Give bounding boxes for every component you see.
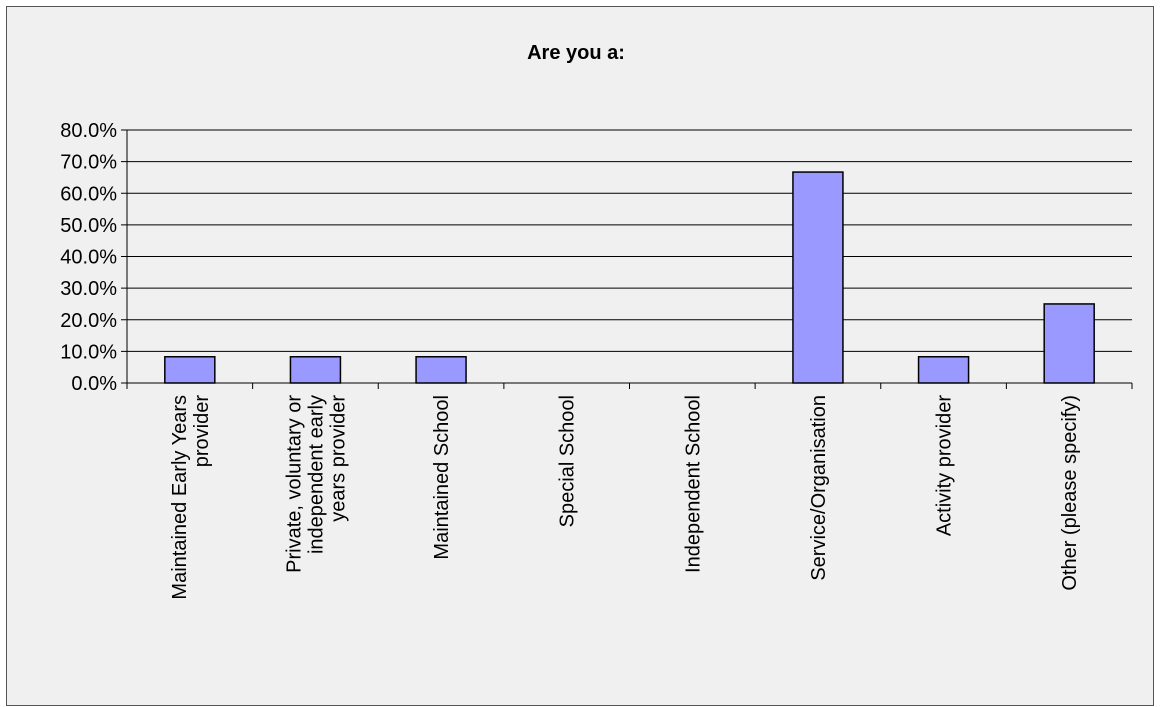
y-tick-label: 0.0% bbox=[71, 373, 117, 395]
x-tick-label: Maintained Early Years bbox=[169, 395, 191, 600]
bar bbox=[1043, 303, 1095, 384]
y-tick-label: 40.0% bbox=[60, 247, 117, 269]
y-tick-label: 10.0% bbox=[60, 341, 117, 363]
x-tick-label: Other (please specify) bbox=[1059, 395, 1081, 591]
bar-chart: Are you a: 0.0% 10.0% 20.0% 30.0% 40.0% 50.0%… bbox=[60, 42, 1133, 600]
x-tick-label: Service/Organisation bbox=[808, 395, 830, 581]
y-tick-label: 80.0% bbox=[60, 120, 117, 142]
bar bbox=[164, 356, 216, 384]
axes bbox=[126, 130, 1133, 389]
x-tick-label: Maintained School bbox=[431, 395, 453, 560]
gridlines bbox=[121, 129, 1132, 384]
y-tick-label: 20.0% bbox=[60, 310, 117, 332]
x-tick-label: Special School bbox=[557, 395, 579, 527]
bar bbox=[415, 356, 467, 384]
x-tick-label: Independent School bbox=[682, 395, 704, 573]
y-tick-label: 50.0% bbox=[60, 215, 117, 237]
y-tick-label: 60.0% bbox=[60, 183, 117, 205]
chart-area: Are you a: 0.0% 10.0% 20.0% 30.0% 40.0% 50.0%… bbox=[6, 6, 1154, 706]
bars bbox=[164, 171, 1095, 384]
x-tick-label: provider bbox=[191, 395, 213, 468]
chart-title: Are you a: bbox=[527, 42, 625, 64]
bar bbox=[792, 171, 844, 384]
y-tick-label: 70.0% bbox=[60, 152, 117, 174]
bar bbox=[289, 356, 342, 384]
x-axis-category-labels: Maintained Early Years provider Private, v… bbox=[169, 395, 1081, 600]
x-tick-label: Private, voluntary or bbox=[283, 395, 305, 573]
x-tick-label: Activity provider bbox=[934, 395, 956, 536]
bar bbox=[917, 356, 970, 384]
x-tick-label: years provider bbox=[327, 395, 349, 522]
y-axis-tick-labels: 0.0% 10.0% 20.0% 30.0% 40.0% 50.0% 60.0% 70.0% 8… bbox=[60, 120, 117, 395]
x-tick-label: independent early bbox=[305, 395, 327, 554]
y-tick-label: 30.0% bbox=[60, 278, 117, 300]
